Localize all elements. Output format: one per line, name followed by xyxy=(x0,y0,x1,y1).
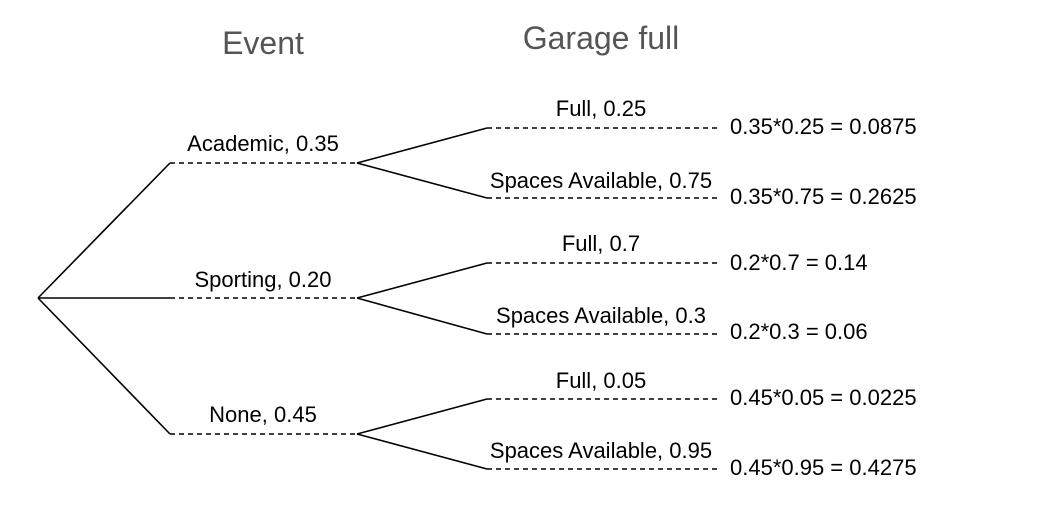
outcome-label-academic-full: Full, 0.25 xyxy=(556,96,647,121)
garage-full-header: Garage full xyxy=(523,20,680,56)
outcome-label-academic-spaces: Spaces Available, 0.75 xyxy=(490,168,712,193)
outcome-label-none-spaces: Spaces Available, 0.95 xyxy=(490,438,712,463)
outcome-label-none-full: Full, 0.05 xyxy=(556,368,647,393)
result-none-spaces: 0.45*0.95 = 0.4275 xyxy=(730,455,917,480)
result-none-full: 0.45*0.05 = 0.0225 xyxy=(730,385,917,410)
result-academic-full: 0.35*0.25 = 0.0875 xyxy=(730,114,917,139)
branch-none-spaces xyxy=(356,433,488,470)
branch-root-academic xyxy=(37,162,171,299)
outcome-label-sporting-full: Full, 0.7 xyxy=(562,231,640,256)
branch-academic-spaces xyxy=(356,162,488,199)
event-label-sporting: Sporting, 0.20 xyxy=(195,267,332,292)
branch-sporting-spaces xyxy=(356,297,488,335)
event-label-academic: Academic, 0.35 xyxy=(187,131,339,156)
branch-root-none xyxy=(37,297,171,435)
result-academic-spaces: 0.35*0.75 = 0.2625 xyxy=(730,184,917,209)
result-sporting-spaces: 0.2*0.3 = 0.06 xyxy=(730,319,868,344)
result-sporting-full: 0.2*0.7 = 0.14 xyxy=(730,250,868,275)
branch-academic-full xyxy=(356,127,488,164)
event-header: Event xyxy=(222,25,304,61)
branch-none-full xyxy=(356,398,488,435)
outcome-label-sporting-spaces: Spaces Available, 0.3 xyxy=(496,303,706,328)
branch-sporting-full xyxy=(356,262,488,299)
event-label-none: None, 0.45 xyxy=(209,402,317,427)
